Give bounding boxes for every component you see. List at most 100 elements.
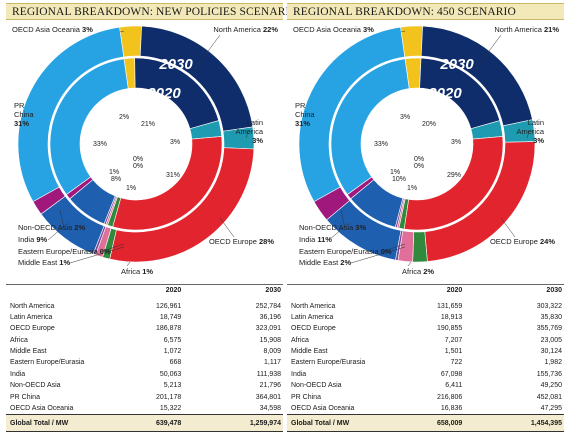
outer-label-non-oecd-asia: Non-OECD Asia 2% (18, 209, 85, 232)
slice-pr-china (49, 58, 129, 195)
table-row: Latin America 18,913 35,830 (287, 312, 564, 323)
region-pct: 31% (295, 119, 310, 128)
inner-label-india: 8% (111, 176, 121, 183)
cell-value: 186,878 (155, 325, 182, 333)
row-label: Middle East (291, 348, 328, 356)
cell-value: 6,411 (445, 382, 463, 390)
leader-line (526, 131, 530, 139)
outer-label-middle-east: Middle East 1% (18, 246, 125, 267)
region-name: North America 21% (494, 25, 559, 34)
cell-value: 18,913 (440, 313, 463, 321)
region-name: North America 22% (213, 25, 278, 34)
leader-line (47, 222, 69, 241)
region-name-line2: America (516, 127, 544, 136)
row-label: OECD Europe (10, 325, 55, 333)
row-label: OECD Asia Oceania (291, 404, 355, 412)
cell-value: 1,501 (444, 348, 463, 356)
inner-label-oecd-asia-oceania: 3% (400, 114, 410, 121)
cell-value: 1,982 (544, 359, 562, 367)
row-label: Non-OECD Asia (291, 382, 342, 390)
table-row: North America 131,659 303,322 (287, 297, 564, 312)
table-row: PR China 216,806 452,081 (287, 391, 564, 402)
year-label-2020: 2020 (427, 85, 462, 102)
cell-value: 216,806 (436, 393, 463, 401)
row-label: North America (10, 302, 55, 310)
ring-2020 (330, 57, 504, 231)
row-label: India (291, 370, 307, 378)
table-header: 2020 2030 (287, 284, 564, 297)
inner-label-eastern-europe-eurasia: 0% (414, 163, 424, 170)
inner-label-oecd-europe: 31% (166, 172, 180, 179)
cell-value: 190,855 (436, 325, 463, 333)
cell-value: 18,749 (159, 313, 182, 321)
table-row: Non-OECD Asia 5,213 21,796 (6, 380, 283, 391)
cell-value: 30,124 (540, 348, 562, 356)
region-name: Latin (528, 118, 544, 127)
cell-value: 16,836 (440, 404, 463, 412)
cell-value: 111,938 (256, 370, 281, 378)
panel-450-scenario: REGIONAL BREAKDOWN: 450 SCENARIO 2030 202… (287, 3, 564, 435)
cell-value: 7,207 (444, 336, 463, 344)
outer-label-north-america: North America 21% (474, 25, 559, 71)
leader-line (193, 34, 221, 71)
outer-label-eastern-europe-eurasia: Eastern Europe/Eurasia 0% (299, 243, 406, 256)
column-header: 2020 (400, 284, 465, 297)
outer-label-africa: Africa 2% (402, 261, 434, 276)
row-label: OECD Asia Oceania (10, 404, 74, 412)
column-header (287, 284, 401, 297)
inner-label-latin-america: 3% (170, 139, 180, 146)
cell-value: 668 (169, 359, 182, 367)
row-label: Eastern Europe/Eurasia (291, 359, 366, 367)
cell-value: 15,322 (159, 404, 182, 412)
region-name: Eastern Europe/Eurasia 0% (18, 247, 111, 256)
inner-label-latin-america: 3% (451, 139, 461, 146)
inner-label-oecd-asia-oceania: 2% (119, 114, 129, 121)
region-name: Africa 1% (121, 267, 153, 276)
inner-label-middle-east: 0% (414, 156, 424, 163)
row-label: PR China (291, 393, 321, 401)
cell-value: 8,009 (263, 348, 281, 356)
cell-value: 49,250 (540, 382, 562, 390)
cell-value: 34,598 (259, 404, 281, 412)
inner-label-north-america: 21% (141, 121, 155, 128)
leader-line (245, 131, 249, 139)
table-row: Africa 6,575 15,908 (6, 335, 283, 346)
cell-value: 452,081 (536, 393, 562, 401)
cell-value: 126,961 (155, 302, 182, 310)
table-row: India 67,098 155,736 (287, 369, 564, 380)
leader-line (400, 30, 406, 33)
region-name: OECD Asia Oceania 3% (12, 25, 93, 34)
total-value: 639,478 (119, 414, 184, 433)
cell-value: 67,098 (440, 370, 463, 378)
region-name: Africa 2% (402, 267, 434, 276)
row-label: North America (291, 302, 336, 310)
outer-label-india: India 11% (299, 222, 350, 244)
leader-line (500, 217, 516, 238)
slice-africa (412, 231, 428, 263)
row-label: India (10, 370, 26, 378)
table-row: Middle East 1,501 30,124 (287, 346, 564, 357)
ring-2020 (49, 57, 223, 231)
table-row: Middle East 1,072 8,009 (6, 346, 283, 357)
region-name: PR (295, 101, 306, 110)
total-value: 1,454,395 (464, 414, 564, 433)
cell-value: 131,659 (436, 302, 463, 310)
data-table: 2020 2030 North America 131,659 303,322 Latin… (287, 284, 564, 433)
row-label: Eastern Europe/Eurasia (10, 359, 85, 367)
region-name: Middle East 1% (18, 258, 70, 267)
cell-value: 35,830 (540, 313, 562, 321)
slice-pr-china (17, 26, 125, 203)
data-table: 2020 2030 North America 126,961 252,784 Latin… (6, 284, 283, 433)
leader-line (219, 217, 235, 238)
leader-line (340, 209, 346, 229)
cell-value: 1,117 (264, 359, 281, 367)
leader-line (328, 222, 350, 241)
table-row: North America 126,961 252,784 (6, 297, 283, 312)
leader-line (380, 243, 406, 253)
inner-label-oecd-europe: 29% (447, 172, 461, 179)
table-row: Non-OECD Asia 6,411 49,250 (287, 380, 564, 391)
